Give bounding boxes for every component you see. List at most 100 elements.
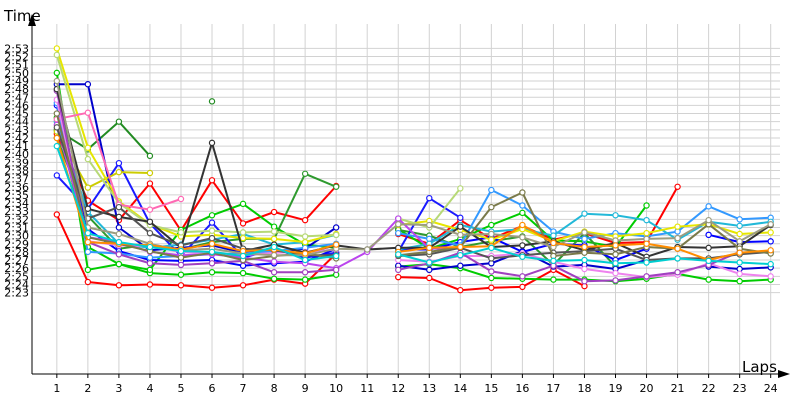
x-tick-label: 6 (209, 382, 216, 395)
data-point (488, 255, 495, 262)
data-point (115, 159, 123, 167)
data-point (550, 232, 557, 239)
data-point (674, 223, 681, 230)
x-tick-label: 22 (702, 382, 716, 395)
data-point (519, 221, 526, 229)
data-point (519, 189, 526, 196)
data-point (208, 139, 216, 147)
data-point (736, 270, 743, 278)
data-point (146, 229, 154, 237)
data-point (767, 229, 774, 236)
data-point (115, 260, 123, 268)
data-point (643, 216, 650, 224)
y-axis-arrow-icon (28, 14, 36, 26)
x-tick-label: 4 (146, 382, 153, 395)
data-point (612, 269, 619, 277)
data-point (115, 168, 123, 176)
data-point (177, 195, 185, 203)
data-point (301, 250, 309, 257)
data-point (208, 234, 216, 242)
data-point (395, 251, 402, 258)
data-point (488, 236, 495, 243)
y-tick-label: 2:40 (4, 148, 29, 161)
data-point (395, 273, 402, 281)
data-point (457, 223, 464, 230)
x-tick-label: 16 (515, 382, 529, 395)
data-point (53, 69, 61, 77)
y-tick-label: 2:51 (4, 59, 29, 72)
data-point (488, 274, 495, 282)
series-20 (53, 124, 774, 264)
x-tick-label: 21 (671, 382, 685, 395)
data-point (53, 110, 61, 117)
y-tick-label: 2:33 (4, 205, 29, 218)
x-tick-label: 1 (53, 382, 60, 395)
data-point (239, 229, 247, 236)
data-point (208, 284, 216, 291)
x-axis-arrow-icon (778, 370, 790, 378)
data-point (705, 203, 712, 210)
data-point (115, 238, 123, 246)
data-point (426, 194, 433, 202)
data-point (270, 269, 278, 276)
y-tick-label: 2:39 (4, 156, 29, 169)
data-point (395, 266, 402, 274)
data-point (426, 244, 433, 252)
data-point (53, 134, 61, 142)
data-point (301, 216, 309, 224)
y-tick-label: 2:38 (4, 165, 29, 178)
data-point (767, 247, 774, 254)
data-point (177, 247, 185, 255)
data-point (736, 278, 743, 285)
y-tick-label: 2:48 (4, 83, 29, 96)
data-point (177, 254, 185, 261)
grid-lines (32, 24, 780, 378)
x-tick-label: 13 (422, 382, 436, 395)
data-point (426, 259, 433, 266)
data-point (488, 230, 495, 238)
data-point (208, 269, 216, 276)
data-point (488, 203, 495, 211)
data-point (332, 183, 340, 190)
data-point (115, 118, 123, 125)
y-tick-label: 2:44 (4, 116, 29, 129)
series-24 (53, 142, 774, 268)
data-point (270, 228, 278, 235)
data-point (705, 231, 712, 239)
y-tick-label: 2:30 (4, 230, 29, 243)
y-axis-title: Time (3, 7, 41, 25)
y-tick-label: 2:49 (4, 75, 29, 88)
y-tick-label: 2:41 (4, 140, 29, 153)
data-point (84, 238, 92, 246)
x-tick-label: 24 (764, 382, 778, 395)
data-point (395, 229, 402, 237)
y-tick-label: 2:43 (4, 124, 29, 137)
data-point (84, 155, 92, 163)
x-tick-label: 5 (177, 382, 184, 395)
y-tick-label: 2:26 (4, 262, 29, 275)
x-tick-label: 11 (360, 382, 374, 395)
data-point (332, 252, 340, 260)
x-tick-label: 23 (733, 382, 747, 395)
data-point (581, 235, 588, 243)
data-point (146, 266, 154, 274)
data-point (208, 212, 216, 219)
data-point (115, 230, 123, 238)
data-point (270, 275, 278, 282)
data-point (488, 186, 495, 194)
data-point (457, 231, 464, 239)
data-point (301, 256, 309, 264)
data-point (736, 249, 743, 256)
data-point (519, 242, 526, 249)
data-point (146, 254, 154, 261)
data-point (736, 216, 743, 223)
data-point (674, 269, 681, 276)
data-point (519, 283, 526, 291)
data-point (519, 234, 526, 241)
data-point (115, 203, 123, 211)
data-point (208, 260, 216, 267)
data-point (301, 276, 309, 283)
data-point (146, 180, 154, 187)
data-point (612, 251, 619, 258)
data-point (612, 260, 619, 267)
